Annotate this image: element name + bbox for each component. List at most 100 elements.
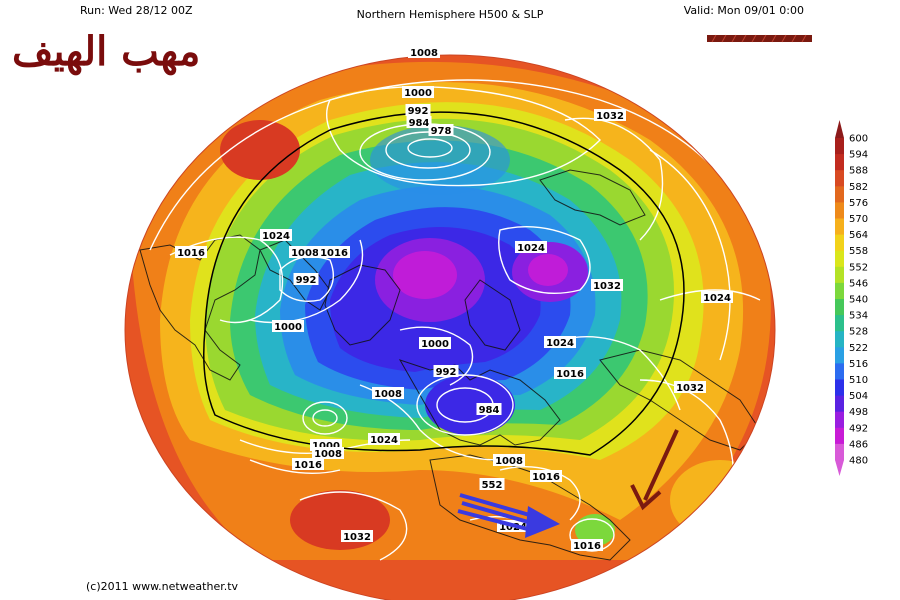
isobar-value: 1000: [404, 88, 432, 99]
isobar-value: 1032: [343, 532, 371, 543]
colorbar-tick-label: 552: [849, 262, 868, 273]
colorbar-segment: [835, 411, 844, 429]
colorbar-tick-label: 498: [849, 407, 868, 418]
isobar-value: 992: [296, 275, 317, 286]
isobar-label: 1024: [260, 229, 292, 242]
copyright-label: (c)2011 www.netweather.tv: [86, 580, 239, 593]
isobar-label: 1024: [701, 291, 733, 304]
isobar-value: 1032: [676, 383, 704, 394]
isobar-value: 1032: [596, 111, 624, 122]
isobar-value: 1016: [320, 248, 348, 259]
isobar-value: 1016: [532, 472, 560, 483]
isobar-value: 1008: [291, 248, 319, 259]
isobar-value: 992: [436, 367, 457, 378]
isobar-label: 1016: [571, 539, 603, 552]
isobar-label: 552: [479, 478, 505, 491]
isobar-label: 1032: [674, 381, 706, 394]
colorbar-segment: [835, 443, 844, 461]
colorbar-segment: [835, 395, 844, 413]
colorbar-segment: [835, 186, 844, 203]
colorbar-tick-label: 582: [849, 182, 868, 193]
isobar-value: 1024: [499, 522, 527, 533]
isobar-value: 1016: [573, 541, 601, 552]
isobar-value: 1016: [294, 460, 322, 471]
colorbar-tick-label: 516: [849, 359, 868, 370]
isobar-label: 1032: [341, 530, 373, 543]
isobar-label: 1016: [292, 458, 324, 471]
colorbar-segment: [835, 379, 844, 397]
brown-hatched-bar-icon: [707, 34, 812, 43]
colorbar-tick-label: 576: [849, 198, 868, 209]
colorbar-segment: [835, 218, 844, 236]
isobar-label: 1000: [402, 86, 434, 99]
isobar-label: 1008: [408, 46, 440, 59]
isobar-label: 1008: [312, 447, 344, 460]
isobar-value: 984: [409, 118, 430, 129]
isobar-value: 1008: [495, 456, 523, 467]
isobar-label: 1024: [515, 241, 547, 254]
isobar-value: 978: [431, 126, 452, 137]
colorbar-tick-label: 600: [849, 134, 868, 145]
map-title: Northern Hemisphere H500 & SLP: [356, 8, 544, 21]
isobar-value: 1024: [517, 243, 545, 254]
isobar-label: 1024: [544, 336, 576, 349]
colorbar-tick-label: 564: [849, 230, 868, 241]
colorbar-segment: [835, 363, 844, 380]
annotation-arrows: [457, 34, 812, 538]
colorbar-max-arrow-icon: [835, 120, 844, 138]
isobar-value: 1024: [546, 338, 574, 349]
colorbar-tick-label: 522: [849, 343, 868, 354]
isobar-value: 992: [408, 106, 429, 117]
isobar-label: 1024: [368, 433, 400, 446]
isobar-value: 1024: [703, 293, 731, 304]
isobar-label: 1008: [372, 387, 404, 400]
colorbar-tick-label: 558: [849, 246, 868, 257]
isobar-label: 984: [476, 403, 502, 416]
isobar-label: 992: [433, 365, 459, 378]
colorbar-tick-label: 534: [849, 311, 868, 322]
isobar-value: 1008: [410, 48, 438, 59]
colorbar-min-arrow-icon: [835, 460, 844, 476]
isobar-label: 978: [428, 124, 454, 137]
colorbar-tick-label: 540: [849, 295, 868, 306]
isobar-label: 1000: [419, 337, 451, 350]
isobar-label: 1016: [530, 470, 562, 483]
colorbar-tick-label: 492: [849, 423, 868, 434]
colorbar-segment: [835, 138, 844, 155]
isobar-label: 1016: [554, 367, 586, 380]
colorbar-tick-label: 546: [849, 278, 868, 289]
blue-arrow-icon: [457, 493, 560, 538]
colorbar-tick-label: 504: [849, 391, 868, 402]
arabic-title-overlay: مهب الهيف: [12, 28, 201, 75]
colorbar-segment: [835, 315, 844, 332]
colorbar-segment: [835, 331, 844, 348]
colorbar-tick-label: 486: [849, 439, 868, 450]
isobar-value: 1000: [274, 322, 302, 333]
isobar-value: 1008: [374, 389, 402, 400]
colorbar-segment: [835, 170, 844, 187]
isobar-label: 992: [405, 104, 431, 117]
brown-arrow-icon: [630, 429, 679, 511]
colorbar-tick-label: 588: [849, 166, 868, 177]
isobar-value: 1024: [370, 435, 398, 446]
colorbar-segment: [835, 154, 844, 171]
isobar-label: 1032: [594, 109, 626, 122]
colorbar-tick-label: 528: [849, 327, 868, 338]
contour-552: [203, 111, 685, 456]
colorbar-segment: [835, 282, 844, 300]
isobar-label: 1032: [591, 279, 623, 292]
isobar-value: 1000: [421, 339, 449, 350]
isobar-label: 1000: [272, 320, 304, 333]
colorbar-segment: [835, 202, 844, 219]
colorbar-segment: [835, 427, 844, 445]
colorbar-tick-label: 480: [849, 456, 868, 467]
colorbar-segment: [835, 347, 844, 364]
isobar-label: 1008: [289, 246, 321, 259]
isobar-label: 1008: [493, 454, 525, 467]
isobar-value: 1008: [314, 449, 342, 460]
isobar-value: 552: [482, 480, 503, 491]
isobar-label: 1016: [175, 246, 207, 259]
valid-label: Valid: Mon 09/01 0:00: [683, 4, 804, 17]
